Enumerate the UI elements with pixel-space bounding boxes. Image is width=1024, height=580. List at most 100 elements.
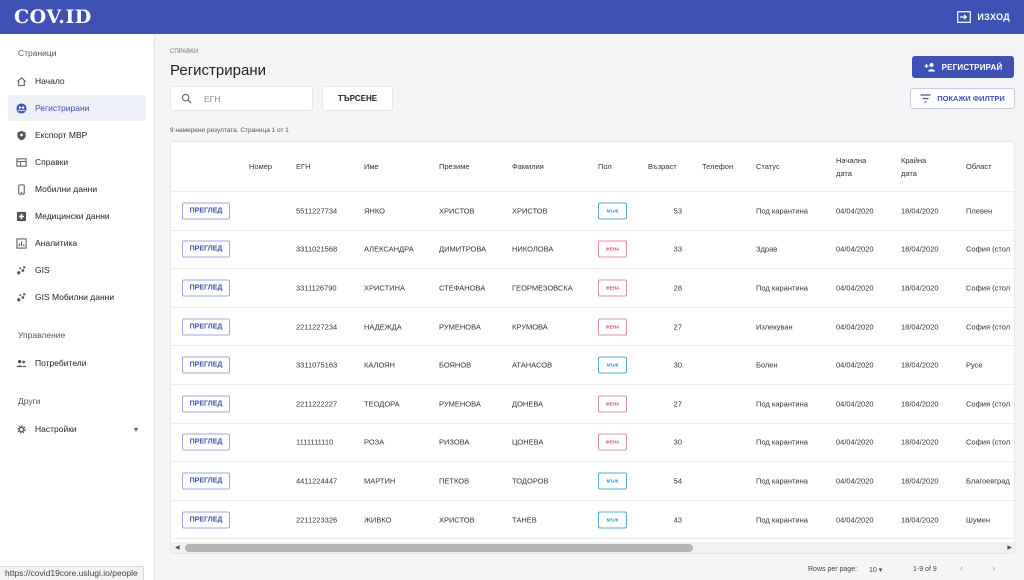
sidebar-item-registered[interactable]: Регистрирани <box>8 95 146 121</box>
cell-end-date: 18/04/2020 <box>901 437 939 447</box>
cell-name: ЯНКО <box>364 206 385 216</box>
dropdown-arrow-icon: ▾ <box>878 567 883 574</box>
sex-badge: МЪЖ <box>598 472 627 490</box>
sidebar-item-medical-data[interactable]: Медицински данни <box>8 203 146 229</box>
sidebar-item-label: Аналитика <box>35 238 78 248</box>
rows-per-page-select[interactable]: 10 ▾ <box>869 566 882 574</box>
horizontal-scrollbar[interactable]: ◀ ▶ <box>171 542 1014 553</box>
cell-start-date: 04/04/2020 <box>836 476 874 486</box>
header-start-date-line1: Начална <box>836 156 867 165</box>
sidebar-item-users[interactable]: Потребители <box>8 350 146 376</box>
cell-age: 30 <box>673 437 682 447</box>
egn-search-input[interactable] <box>204 93 304 104</box>
next-page-icon[interactable]: › <box>992 563 996 574</box>
logout-button[interactable]: ИЗХОД <box>957 11 1010 23</box>
app-logo[interactable]: COV.ID <box>14 6 92 28</box>
cell-age: 30 <box>673 360 682 370</box>
sidebar-item-label: GIS <box>35 265 50 275</box>
sidebar-item-analytics[interactable]: Аналитика <box>8 230 146 256</box>
cell-start-date: 04/04/2020 <box>836 283 874 293</box>
view-button[interactable]: ПРЕГЛЕД <box>182 356 230 374</box>
sidebar-section-other: Други <box>18 396 41 406</box>
cell-middle-name: ДИМИТРОВА <box>439 244 487 254</box>
cell-egn: 3311075163 <box>296 360 338 370</box>
cell-region: Плевен <box>966 206 993 216</box>
header-age[interactable]: Възраст <box>648 162 677 171</box>
sidebar-item-gis[interactable]: GIS <box>8 257 146 283</box>
cell-name: ЖИВКО <box>364 515 392 525</box>
people-icon <box>16 102 27 114</box>
shield-icon <box>16 130 27 141</box>
scatter-icon <box>16 265 27 276</box>
header-status[interactable]: Статус <box>756 162 780 171</box>
view-button[interactable]: ПРЕГЛЕД <box>182 511 230 529</box>
view-button[interactable]: ПРЕГЛЕД <box>182 202 230 220</box>
cell-region: Благоевград <box>966 476 1010 486</box>
header-egn[interactable]: ЕГН <box>296 162 311 171</box>
sidebar-item-settings[interactable]: Настройки ▾ <box>8 416 146 442</box>
header-end-date[interactable]: Крайна дата <box>901 154 926 180</box>
prev-page-icon[interactable]: ‹ <box>960 563 964 574</box>
cell-status: Под карантина <box>756 399 808 409</box>
cell-status: Под карантина <box>756 283 808 293</box>
cell-egn: 2211223326 <box>296 515 338 525</box>
header-sex[interactable]: Пол <box>598 162 612 171</box>
cell-end-date: 18/04/2020 <box>901 244 939 254</box>
show-filters-button[interactable]: ПОКАЖИ ФИЛТРИ <box>910 88 1015 109</box>
sidebar: Страници Начало Регистрирани Експорт МВР… <box>0 34 155 580</box>
cell-last-name: ЦОНЕВА <box>512 437 544 447</box>
results-summary: 9 намерени резултата. Страница 1 от 1 <box>170 127 289 134</box>
cell-middle-name: РУМЕНОВА <box>439 322 481 332</box>
sidebar-item-label: Експорт МВР <box>35 130 88 140</box>
search-icon <box>181 93 192 104</box>
sidebar-item-label: GIS Мобилни данни <box>35 292 115 302</box>
cell-last-name: КРУМОВА <box>512 322 548 332</box>
cell-middle-name: РИЗОВА <box>439 437 470 447</box>
search-button[interactable]: ТЪРСЕНЕ <box>322 86 393 111</box>
view-button[interactable]: ПРЕГЛЕД <box>182 279 230 297</box>
cell-age: 28 <box>673 283 682 293</box>
cell-age: 54 <box>673 476 682 486</box>
cell-egn: 3311021568 <box>296 244 338 254</box>
table-row: ПРЕГЛЕД 2211227234 НАДЕЖДА РУМЕНОВА КРУМ… <box>171 308 1014 347</box>
scrollbar-thumb[interactable] <box>185 544 693 552</box>
cell-middle-name: РУМЕНОВА <box>439 399 481 409</box>
header-end-date-line1: Крайна <box>901 156 927 165</box>
rows-per-page-label: Rows per page: <box>808 566 858 573</box>
table-row: ПРЕГЛЕД 4411224447 МАРТИН ПЕТКОВ ТОДОРОВ… <box>171 462 1014 501</box>
cell-status: Излекуван <box>756 322 793 332</box>
register-button[interactable]: РЕГИСТРИРАЙ <box>912 56 1014 78</box>
view-button[interactable]: ПРЕГЛЕД <box>182 433 230 451</box>
cell-start-date: 04/04/2020 <box>836 399 874 409</box>
sidebar-item-mobile-data[interactable]: Мобилни данни <box>8 176 146 202</box>
header-phone[interactable]: Телефон <box>702 162 734 171</box>
view-button[interactable]: ПРЕГЛЕД <box>182 318 230 336</box>
cell-middle-name: СТЕФАНОВА <box>439 283 486 293</box>
view-button[interactable]: ПРЕГЛЕД <box>182 472 230 490</box>
header-region[interactable]: Област <box>966 162 992 171</box>
header-start-date[interactable]: Начална дата <box>836 154 866 180</box>
sidebar-item-export-mvr[interactable]: Експорт МВР <box>8 122 146 148</box>
header-name[interactable]: Име <box>364 162 379 171</box>
sidebar-item-label: Потребители <box>35 358 87 368</box>
sidebar-section-management: Управление <box>18 330 66 340</box>
table-row: ПРЕГЛЕД 5511227734 ЯНКО ХРИСТОВ ХРИСТОВ … <box>171 192 1014 231</box>
sidebar-item-home[interactable]: Начало <box>8 68 146 94</box>
sidebar-item-gis-mobile[interactable]: GIS Мобилни данни <box>8 284 146 310</box>
sidebar-item-reports[interactable]: Справки <box>8 149 146 175</box>
header-number[interactable]: Номер <box>249 162 273 171</box>
medical-icon <box>16 211 27 222</box>
view-button[interactable]: ПРЕГЛЕД <box>182 240 230 258</box>
cell-last-name: ХРИСТОВ <box>512 206 548 216</box>
cell-end-date: 18/04/2020 <box>901 515 939 525</box>
scroll-right-arrow-icon[interactable]: ▶ <box>1007 545 1012 551</box>
header-last-name[interactable]: Фамилия <box>512 162 544 171</box>
cell-status: Под карантина <box>756 206 808 216</box>
page-title: Регистрирани <box>170 62 266 79</box>
header-middle-name[interactable]: Презиме <box>439 162 470 171</box>
scatter-icon <box>16 292 27 303</box>
cell-last-name: ДОНЕВА <box>512 399 544 409</box>
scroll-left-arrow-icon[interactable]: ◀ <box>175 545 180 551</box>
sidebar-item-label: Медицински данни <box>35 211 110 221</box>
view-button[interactable]: ПРЕГЛЕД <box>182 395 230 413</box>
